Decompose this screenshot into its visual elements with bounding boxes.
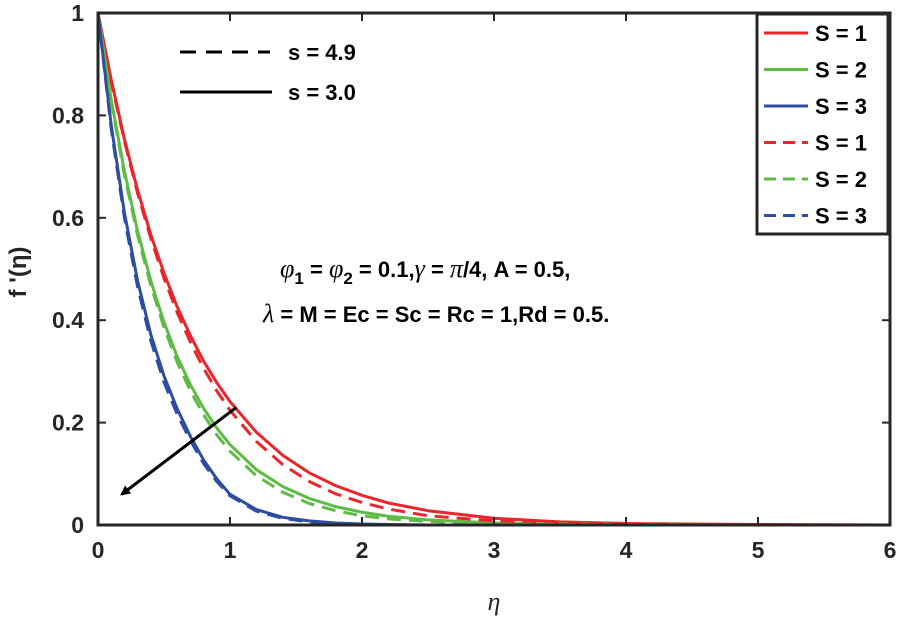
legend-label-4: S = 1 bbox=[815, 131, 867, 156]
series-line-dashed-1 bbox=[96, 12, 890, 527]
series-line-solid-1 bbox=[96, 12, 891, 527]
x-tick-label: 5 bbox=[752, 537, 765, 563]
series-line-solid-2 bbox=[96, 12, 890, 527]
y-tick-label: 0.6 bbox=[52, 205, 84, 231]
legend-label-1: S = 1 bbox=[815, 21, 867, 46]
legend-label-6: S = 3 bbox=[815, 204, 867, 229]
trend-arrow-group bbox=[120, 406, 238, 496]
axes: 0 1 2 3 4 5 6 0 0.2 0.4 0.6 0.8 1 bbox=[52, 0, 896, 563]
trend-arrow bbox=[120, 406, 238, 496]
x-axis-label: η bbox=[488, 587, 501, 616]
y-axis-label: f '(η) bbox=[5, 246, 32, 297]
series-legend: S = 1 S = 2 S = 3 S = 1 S = 2 S = 3 bbox=[755, 12, 890, 236]
series-legend-box bbox=[755, 12, 890, 236]
legend-label-2: S = 2 bbox=[815, 58, 867, 83]
x-tick-label: 6 bbox=[884, 537, 897, 563]
parameter-annotation: φ1 = φ2 = 0.1,γ = π/4, A = 0.5, λ = M = … bbox=[262, 254, 609, 328]
legend-label-5: S = 2 bbox=[815, 167, 867, 192]
legend-label-3: S = 3 bbox=[815, 94, 867, 119]
line-style-legend: s = 4.9 s = 3.0 bbox=[180, 40, 356, 105]
x-tick-label: 3 bbox=[488, 537, 501, 563]
x-tick-label: 1 bbox=[224, 537, 237, 563]
y-tick-label: 0.4 bbox=[52, 307, 84, 333]
x-tick-label: 2 bbox=[356, 537, 369, 563]
annotation-line-1: φ1 = φ2 = 0.1,γ = π/4, A = 0.5, bbox=[280, 254, 570, 288]
y-tick-label: 0.8 bbox=[52, 102, 84, 128]
style-legend-dashed-label: s = 4.9 bbox=[288, 40, 356, 65]
annotation-line-2: λ = M = Ec = Sc = Rc = 1,Rd = 0.5. bbox=[262, 299, 609, 328]
y-tick-label: 0 bbox=[71, 512, 84, 538]
x-tick-label: 0 bbox=[92, 537, 105, 563]
y-tick-label: 0.2 bbox=[52, 410, 84, 436]
x-tick-label: 4 bbox=[620, 537, 633, 563]
style-legend-solid-label: s = 3.0 bbox=[288, 80, 356, 105]
y-tick-label: 1 bbox=[71, 0, 84, 26]
